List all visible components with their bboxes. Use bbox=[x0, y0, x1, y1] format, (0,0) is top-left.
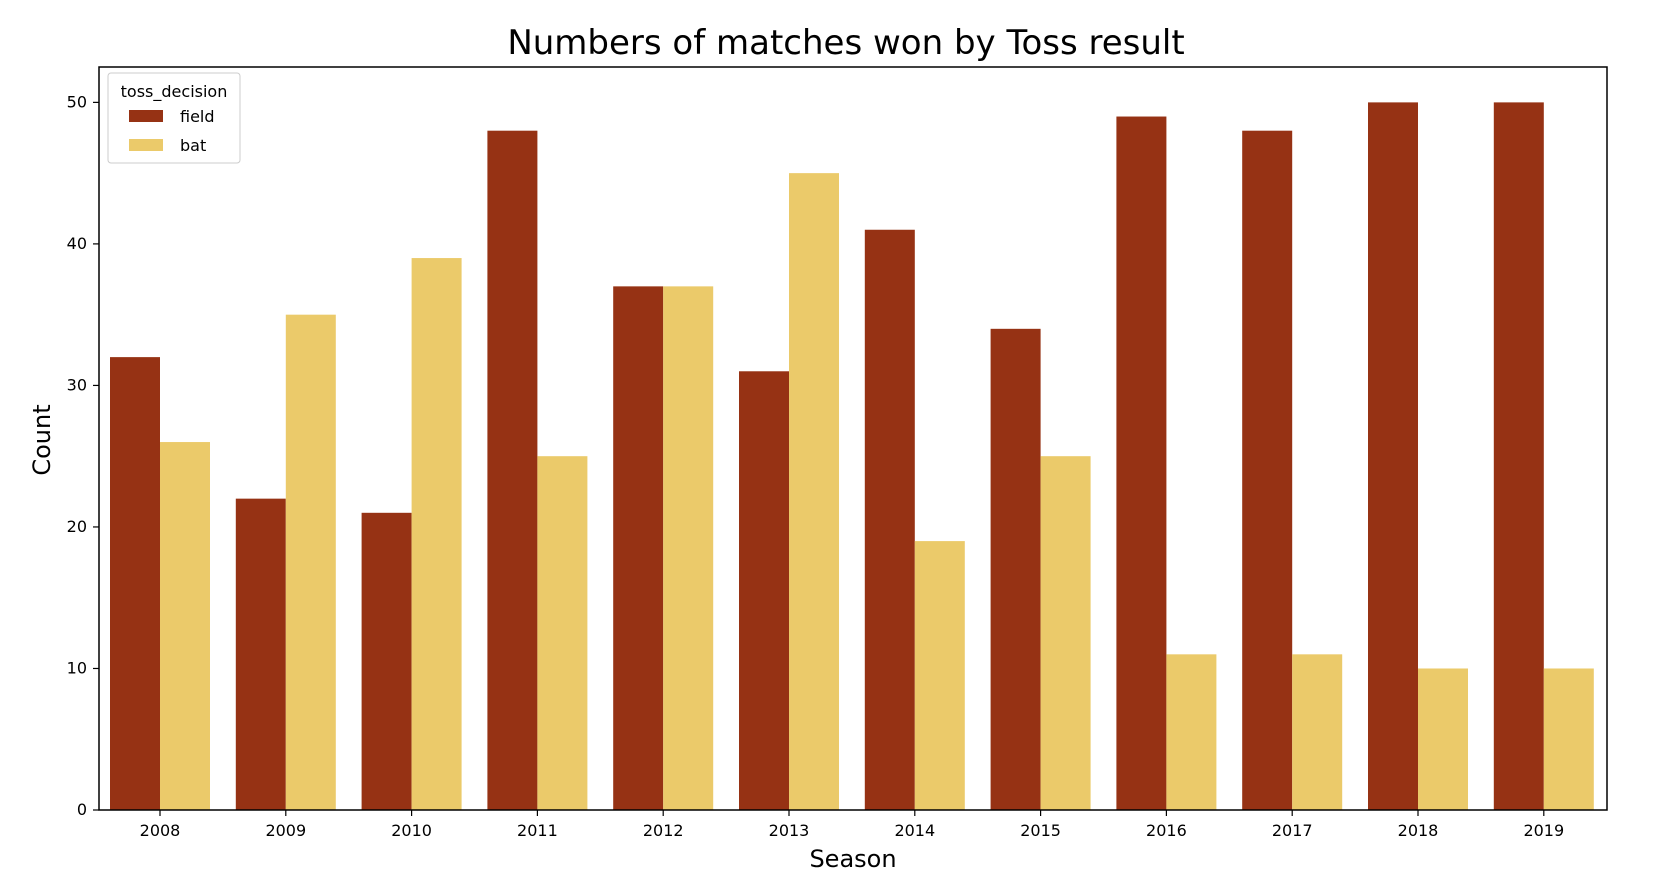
bar-bat-2015 bbox=[1040, 456, 1091, 810]
y-tick-label-30: 30 bbox=[67, 375, 87, 394]
bar-field-2019 bbox=[1493, 102, 1544, 810]
bar-field-2011 bbox=[487, 130, 538, 810]
legend: toss_decision field bat bbox=[107, 72, 241, 164]
plot-frame bbox=[98, 66, 1608, 811]
x-axis-label: Season bbox=[809, 845, 896, 873]
bar-bat-2009 bbox=[285, 314, 336, 810]
y-tick-label-50: 50 bbox=[67, 92, 87, 111]
bar-field-2008 bbox=[110, 357, 160, 810]
x-tick-label-2010: 2010 bbox=[391, 821, 432, 840]
legend-swatch-field bbox=[129, 110, 163, 122]
bar-field-2014 bbox=[864, 229, 915, 810]
y-axis-label: Count bbox=[28, 404, 56, 475]
x-tick-label-2013: 2013 bbox=[769, 821, 810, 840]
bar-bat-2017 bbox=[1292, 654, 1343, 810]
x-tick-label-2019: 2019 bbox=[1523, 821, 1564, 840]
y-tick-label-40: 40 bbox=[67, 234, 87, 253]
bar-field-2017 bbox=[1242, 130, 1293, 810]
bar-bat-2010 bbox=[411, 258, 462, 810]
bar-bat-2016 bbox=[1166, 654, 1217, 810]
x-tick-label-2011: 2011 bbox=[517, 821, 558, 840]
bar-bat-2012 bbox=[663, 286, 714, 810]
bar-field-2013 bbox=[739, 371, 789, 810]
y-tick-label-0: 0 bbox=[77, 800, 87, 819]
x-tick-label-2012: 2012 bbox=[643, 821, 684, 840]
x-tick-label-2008: 2008 bbox=[140, 821, 181, 840]
y-tick-label-10: 10 bbox=[67, 658, 87, 677]
legend-label-field: field bbox=[180, 107, 215, 126]
bar-field-2009 bbox=[235, 498, 286, 810]
bar-bat-2019 bbox=[1543, 668, 1594, 810]
x-axis: 2008 2009 2010 2011 2012 2013 2014 2015 2016 2017… bbox=[140, 810, 1564, 840]
x-tick-label-2017: 2017 bbox=[1272, 821, 1313, 840]
bar-field-2010 bbox=[361, 512, 412, 810]
x-tick-label-2015: 2015 bbox=[1020, 821, 1061, 840]
x-tick-label-2016: 2016 bbox=[1146, 821, 1187, 840]
chart-title: Numbers of matches won by Toss result bbox=[507, 23, 1184, 63]
x-tick-label-2009: 2009 bbox=[265, 821, 306, 840]
x-tick-label-2018: 2018 bbox=[1398, 821, 1439, 840]
bar-field-2016 bbox=[1116, 116, 1167, 810]
legend-label-bat: bat bbox=[180, 136, 206, 155]
bar-field-2012 bbox=[613, 286, 664, 810]
legend-title: toss_decision bbox=[121, 82, 228, 102]
legend-swatch-bat bbox=[129, 139, 163, 151]
x-tick-label-2014: 2014 bbox=[894, 821, 935, 840]
y-tick-label-20: 20 bbox=[67, 517, 87, 536]
bar-field-2015 bbox=[990, 328, 1041, 810]
bar-bat-2008 bbox=[160, 442, 210, 810]
bars-layer bbox=[110, 102, 1594, 810]
bar-bat-2014 bbox=[914, 541, 965, 810]
bar-bat-2018 bbox=[1418, 668, 1468, 810]
y-axis: 0 10 20 30 40 50 bbox=[67, 92, 99, 819]
bar-field-2018 bbox=[1368, 102, 1418, 810]
bar-bat-2013 bbox=[789, 173, 839, 810]
bar-bat-2011 bbox=[537, 456, 588, 810]
